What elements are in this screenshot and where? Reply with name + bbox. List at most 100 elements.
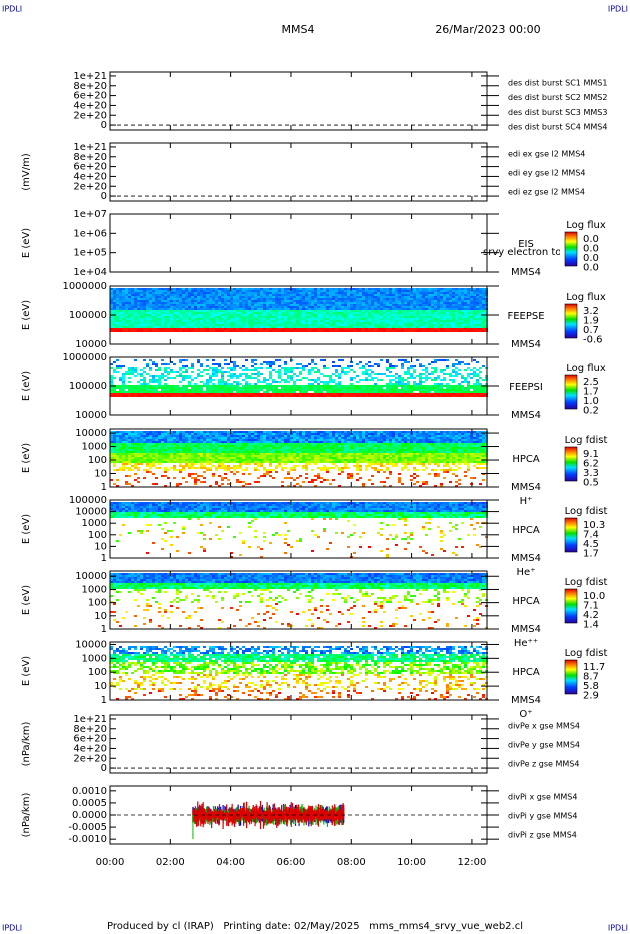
spectrogram-cell (431, 312, 434, 314)
spectrogram-cell (254, 316, 257, 318)
spectrogram-cell (347, 304, 350, 306)
spectrogram-cell (437, 308, 440, 310)
spectrogram-cell (131, 387, 134, 389)
spectrogram-cell (395, 292, 398, 294)
spectrogram-cell (158, 304, 161, 306)
spectrogram-cell (422, 395, 425, 397)
spectrogram-cell (116, 485, 119, 487)
spectrogram-cell (113, 453, 116, 455)
spectrogram-cell (125, 318, 128, 320)
spectrogram-cell (323, 395, 326, 397)
spectrogram-cell (308, 324, 311, 326)
spectrogram-cell (332, 361, 335, 363)
spectrogram-cell (284, 322, 287, 324)
spectrogram-cell (275, 318, 278, 320)
spectrogram-cell (215, 326, 218, 328)
spectrogram-cell (266, 322, 269, 324)
spectrogram-cell (110, 302, 113, 304)
spectrogram-cell (128, 373, 131, 375)
spectrogram-cell (371, 393, 374, 395)
spectrogram-cell (290, 310, 293, 312)
spectrogram-cell (263, 330, 266, 332)
spectrogram-cell (122, 316, 125, 318)
spectrogram-cell (323, 292, 326, 294)
spectrogram-cell (347, 316, 350, 318)
spectrogram-cell (119, 320, 122, 322)
spectrogram-cell (134, 391, 137, 393)
spectrogram-cell (386, 367, 389, 369)
spectrogram-cell (323, 375, 326, 377)
spectrogram-cell (149, 457, 152, 459)
spectrogram-cell (185, 304, 188, 306)
spectrogram-cell (197, 387, 200, 389)
spectrogram-cell (182, 441, 185, 443)
spectrogram-cell (149, 300, 152, 302)
spectrogram-cell (266, 296, 269, 298)
spectrogram-cell (287, 391, 290, 393)
spectrogram-cell (287, 322, 290, 324)
spectrogram-cell (296, 318, 299, 320)
spectrogram-cell (215, 294, 218, 296)
spectrogram-cell (212, 393, 215, 395)
spectrogram-cell (479, 304, 482, 306)
spectrogram-cell (236, 322, 239, 324)
spectrogram-cell (440, 359, 443, 361)
spectrogram-cell (257, 328, 260, 330)
spectrogram-cell (122, 385, 125, 387)
spectrogram-cell (254, 385, 257, 387)
spectrogram-cell (161, 322, 164, 324)
spectrogram-cell (167, 326, 170, 328)
spectrogram-cell (428, 314, 431, 316)
spectrogram-cell (227, 288, 230, 290)
spectrogram-cell (248, 288, 251, 290)
spectrogram-cell (176, 485, 179, 487)
spectrogram-cell (434, 377, 437, 379)
spectrogram-cell (389, 385, 392, 387)
spectrogram-cell (398, 294, 401, 296)
spectrogram-cell (308, 292, 311, 294)
spectrogram-cell (188, 294, 191, 296)
spectrogram-cell (143, 330, 146, 332)
spectrogram-cell (197, 310, 200, 312)
spectrogram-cell (287, 377, 290, 379)
spectrogram-cell (230, 296, 233, 298)
spectrogram-cell (398, 312, 401, 314)
spectrogram-cell (377, 395, 380, 397)
spectrogram-cell (284, 306, 287, 308)
spectrogram-cell (434, 328, 437, 330)
spectrogram-cell (113, 451, 116, 453)
spectrogram-cell (203, 298, 206, 300)
spectrogram-cell (278, 300, 281, 302)
spectrogram-cell (404, 322, 407, 324)
spectrogram-cell (254, 367, 257, 369)
spectrogram-cell (269, 306, 272, 308)
spectrogram-cell (161, 300, 164, 302)
spectrogram-cell (362, 314, 365, 316)
spectrogram-cell (251, 385, 254, 387)
spectrogram-cell (392, 320, 395, 322)
spectrogram-cell (215, 292, 218, 294)
spectrogram-cell (263, 393, 266, 395)
spectrogram-cell (350, 328, 353, 330)
spectrogram-cell (305, 316, 308, 318)
spectrogram-cell (179, 375, 182, 377)
spectrogram-cell (353, 322, 356, 324)
spectrogram-cell (386, 314, 389, 316)
spectrogram-cell (368, 316, 371, 318)
spectrogram-cell (428, 310, 431, 312)
spectrogram-cell (392, 326, 395, 328)
spectrogram-cell (386, 330, 389, 332)
spectrogram-cell (260, 373, 263, 375)
y-tick-label: 4e+20 (73, 171, 107, 182)
spectrogram-cell (329, 312, 332, 314)
spectrogram-cell (233, 330, 236, 332)
spectrogram-cell (461, 314, 464, 316)
spectrogram-cell (413, 288, 416, 290)
spectrogram-cell (182, 459, 185, 461)
spectrogram-cell (203, 395, 206, 397)
spectrogram-cell (332, 316, 335, 318)
spectrogram-cell (209, 294, 212, 296)
spectrogram-cell (317, 306, 320, 308)
spectrogram-cell (335, 330, 338, 332)
spectrogram-cell (311, 361, 314, 363)
